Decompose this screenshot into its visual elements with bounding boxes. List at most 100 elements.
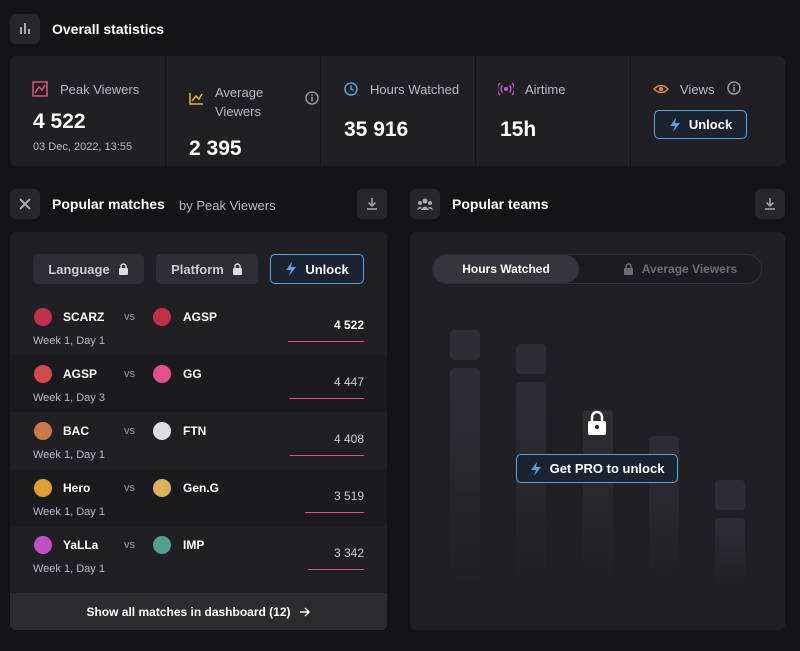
placeholder-bars	[450, 330, 745, 590]
divider	[320, 56, 321, 166]
peak-value: 4 447	[333, 375, 364, 389]
filter-label: Language	[48, 261, 110, 277]
stat-label: Views	[680, 82, 715, 97]
tab[interactable]: Hours Watched	[433, 255, 579, 283]
tab-label: Hours Watched	[462, 262, 550, 276]
match-stage: Week 1, Day 1	[33, 563, 105, 575]
tab[interactable]: Average Viewers	[600, 255, 760, 283]
match-stage: Week 1, Day 1	[33, 506, 105, 518]
tab-label: Average Viewers	[641, 262, 738, 276]
stat-value: 15h	[500, 118, 537, 141]
clock-icon	[344, 82, 358, 96]
team-logo	[153, 308, 171, 326]
stat-label: Airtime	[525, 82, 566, 97]
team-logo	[34, 422, 52, 440]
show-all-button[interactable]: Show all matches in dashboard (12)	[10, 593, 387, 630]
section-title: Popular matches	[52, 196, 165, 212]
vs-label: vs	[124, 539, 135, 551]
peak-bar	[289, 455, 364, 456]
match-stage: Week 1, Day 1	[33, 449, 105, 461]
team-logo	[34, 308, 52, 326]
team-name: YaLLa	[63, 538, 99, 552]
team-logo	[153, 479, 171, 497]
divider	[165, 56, 166, 166]
team-logo	[34, 365, 52, 383]
peak-icon	[32, 81, 48, 97]
team-name: Hero	[63, 481, 91, 495]
section-title: Overall statistics	[52, 21, 165, 37]
airtime-icon	[498, 82, 514, 96]
row-background	[10, 355, 387, 412]
info-icon	[727, 81, 741, 95]
stat-value: 4 522	[33, 110, 86, 133]
team-logo	[34, 536, 52, 554]
team-name: AGSP	[183, 310, 218, 324]
match-stage: Week 1, Day 1	[33, 335, 105, 347]
vs-label: vs	[124, 482, 135, 494]
team-logo	[153, 365, 171, 383]
team-name: GG	[183, 367, 202, 381]
vs-label: vs	[124, 425, 135, 437]
download-button[interactable]	[755, 189, 785, 219]
cta-button[interactable]: Get PRO to unlock	[516, 454, 678, 483]
row-background	[10, 469, 387, 526]
peak-value: 4 408	[333, 432, 364, 446]
avg-icon	[189, 93, 203, 105]
team-name: BAC	[63, 424, 89, 438]
peak-bar	[289, 398, 364, 399]
button-label: Show all matches in dashboard (12)	[86, 604, 291, 619]
matches-icon	[10, 189, 40, 219]
filter-button[interactable]: Language	[33, 254, 144, 284]
lock-icon	[118, 263, 128, 275]
team-name: IMP	[183, 538, 205, 552]
stat-label: Average Viewers	[215, 85, 264, 119]
stat-value: 35 916	[344, 118, 409, 141]
team-logo	[153, 536, 171, 554]
lock-icon	[623, 263, 633, 275]
section-title: Popular teams	[452, 196, 549, 212]
match-stage: Week 1, Day 3	[33, 392, 105, 404]
filter-label: Platform	[171, 261, 224, 277]
peak-value: 3 342	[333, 546, 364, 560]
bolt-icon	[286, 262, 297, 276]
team-name: SCARZ	[63, 310, 105, 324]
peak-bar	[304, 512, 364, 513]
peak-bar	[288, 341, 364, 342]
peak-value: 3 519	[333, 489, 364, 503]
unlock-button[interactable]: Unlock	[270, 254, 364, 284]
section-subtitle: by Peak Viewers	[179, 198, 276, 213]
team-name: FTN	[183, 424, 207, 438]
info-icon	[305, 91, 319, 105]
eye-icon	[653, 84, 669, 94]
team-name: Gen.G	[183, 481, 220, 495]
stat-value: 2 395	[189, 137, 242, 160]
filter-button[interactable]: Platform	[156, 254, 258, 284]
button-label: Unlock	[305, 261, 349, 277]
teams-icon	[410, 189, 440, 219]
divider	[630, 56, 631, 166]
stat-label: Hours Watched	[370, 82, 460, 97]
stat-sub: 03 Dec, 2022, 13:55	[33, 141, 133, 153]
button-label: Get PRO to unlock	[549, 461, 665, 476]
team-name: AGSP	[63, 367, 98, 381]
divider	[475, 56, 476, 166]
stat-label: Peak Viewers	[60, 82, 140, 97]
peak-bar	[307, 569, 364, 570]
arrow-icon	[299, 607, 310, 616]
vs-label: vs	[124, 311, 135, 323]
unlock-button[interactable]: Unlock	[654, 110, 747, 139]
download-button[interactable]	[357, 189, 387, 219]
matches-panel	[10, 232, 387, 630]
peak-value: 4 522	[333, 318, 364, 332]
bolt-icon	[669, 117, 680, 132]
bolt-icon	[530, 461, 541, 476]
button-label: Unlock	[688, 117, 733, 132]
lock-icon	[232, 263, 242, 275]
vs-label: vs	[124, 368, 135, 380]
stats-icon	[10, 14, 40, 44]
team-logo	[153, 422, 171, 440]
lock-icon	[588, 410, 606, 435]
team-logo	[34, 479, 52, 497]
